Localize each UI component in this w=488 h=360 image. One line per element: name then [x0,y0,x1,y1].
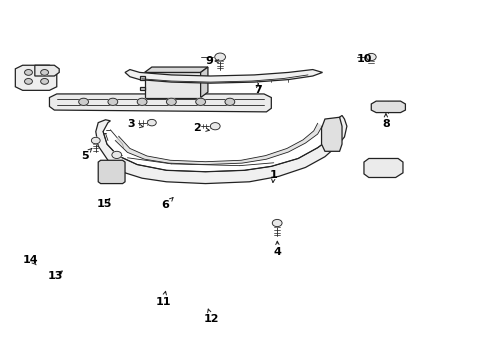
Polygon shape [96,116,346,184]
Circle shape [91,137,100,144]
Text: 9: 9 [205,55,213,66]
Circle shape [366,53,375,60]
Polygon shape [363,158,402,177]
Circle shape [108,98,118,105]
Polygon shape [125,69,322,83]
Polygon shape [321,117,341,151]
Circle shape [195,98,205,105]
Text: 10: 10 [356,54,371,64]
Text: 8: 8 [381,120,389,129]
Text: 4: 4 [273,247,281,257]
Circle shape [41,69,48,75]
Polygon shape [98,160,125,184]
Polygon shape [35,65,59,76]
Polygon shape [144,67,207,72]
Text: 2: 2 [192,123,200,133]
Text: 15: 15 [97,199,112,210]
Circle shape [214,53,225,61]
Polygon shape [144,72,200,98]
Circle shape [137,98,147,105]
Polygon shape [200,67,207,98]
Text: 3: 3 [127,120,135,129]
Polygon shape [115,123,322,165]
Circle shape [24,69,32,75]
Circle shape [41,78,48,84]
Polygon shape [140,76,144,80]
Polygon shape [15,65,57,90]
Circle shape [166,98,176,105]
Circle shape [112,151,122,158]
Polygon shape [140,87,144,90]
Text: 7: 7 [254,85,262,95]
Text: 5: 5 [81,150,88,161]
Circle shape [147,120,156,126]
Circle shape [224,98,234,105]
Circle shape [24,78,32,84]
Circle shape [210,123,220,130]
Circle shape [272,220,282,226]
Text: 12: 12 [203,314,219,324]
Text: 6: 6 [161,200,169,210]
Text: 11: 11 [155,297,170,307]
Text: 1: 1 [269,170,277,180]
Text: 13: 13 [48,271,63,281]
Text: 14: 14 [23,255,39,265]
Polygon shape [370,101,405,113]
Polygon shape [49,94,271,112]
Circle shape [79,98,88,105]
